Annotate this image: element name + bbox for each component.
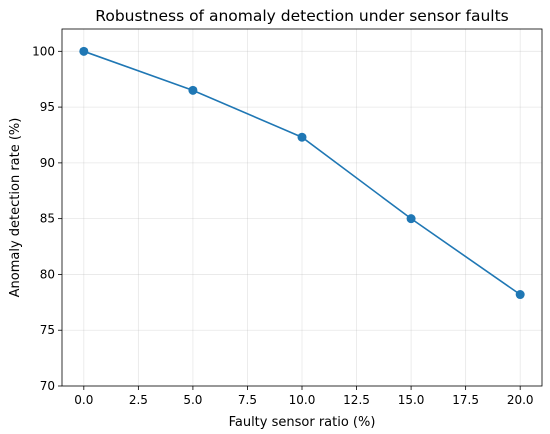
x-tick-label: 15.0 (398, 393, 425, 407)
x-tick-label: 2.5 (129, 393, 148, 407)
data-point (406, 214, 416, 224)
x-tick-label: 20.0 (507, 393, 534, 407)
y-tick-label: 80 (40, 267, 55, 281)
data-point (79, 46, 89, 56)
y-tick-label: 90 (40, 156, 55, 170)
data-point (515, 290, 525, 300)
ticks: 0.0 2.5 5.0 7.5 10.0 12.5 15.0 17.5 20.0 70 75 80 85… (32, 44, 533, 407)
y-tick-label: 85 (40, 212, 55, 226)
x-tick-label: 7.5 (238, 393, 257, 407)
data-point (188, 85, 198, 95)
chart-title: Robustness of anomaly detection under se… (95, 7, 508, 25)
y-tick-label: 75 (40, 323, 55, 337)
data-point (297, 132, 307, 142)
x-tick-label: 10.0 (289, 393, 316, 407)
y-axis-label: Anomaly detection rate (%) (8, 118, 23, 298)
y-tick-label: 95 (40, 100, 55, 114)
y-tick-label: 70 (40, 379, 55, 393)
x-tick-label: 5.0 (183, 393, 202, 407)
x-tick-label: 12.5 (343, 393, 370, 407)
plot-frame (61, 28, 543, 387)
x-tick-label: 17.5 (452, 393, 479, 407)
grid (62, 29, 542, 387)
series-layer (79, 46, 525, 300)
y-tick-label: 100 (32, 44, 55, 58)
x-axis-label: Faulty sensor ratio (%) (229, 415, 376, 430)
x-tick-label: 0.0 (74, 393, 93, 407)
